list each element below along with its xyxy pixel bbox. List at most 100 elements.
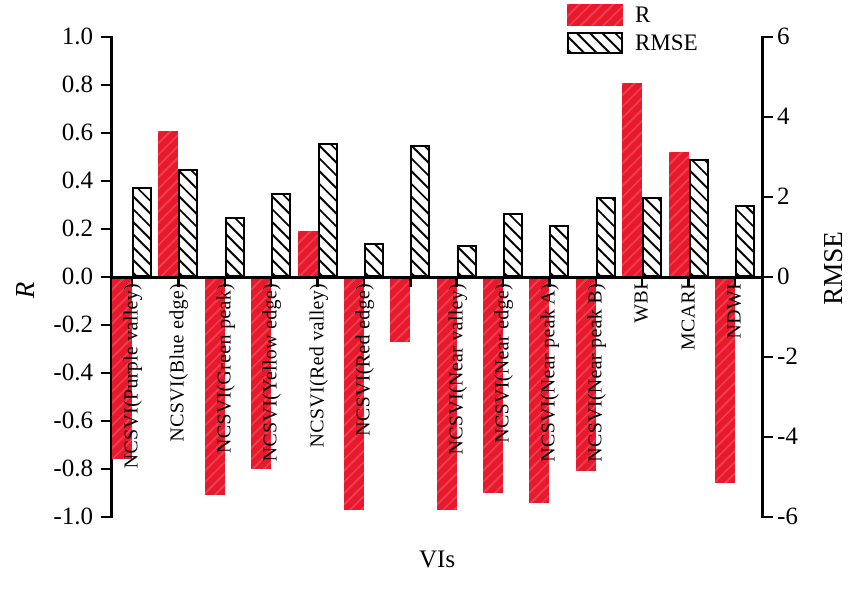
bar-r bbox=[297, 231, 318, 277]
bar-rmse bbox=[363, 243, 384, 277]
y-axis-tick-left bbox=[101, 419, 110, 423]
x-axis-tick-label: NCSVI(Red edge) bbox=[352, 283, 375, 436]
bar-r bbox=[483, 277, 504, 493]
legend-label-r: R bbox=[635, 2, 651, 27]
x-axis-tick bbox=[733, 278, 737, 287]
y-axis-tick-label-left: -0.6 bbox=[53, 407, 93, 434]
x-axis-tick bbox=[223, 278, 227, 287]
x-axis-title: VIs bbox=[418, 546, 456, 573]
y-axis-tick-label-left: 0.4 bbox=[61, 167, 93, 194]
bar-rmse bbox=[410, 145, 431, 277]
x-axis-tick-label: NCSVI(Near peak B) bbox=[584, 283, 607, 462]
bar-r bbox=[343, 277, 364, 510]
y-axis-tick-left bbox=[101, 83, 110, 87]
x-axis-tick bbox=[455, 278, 458, 287]
bar-r bbox=[622, 82, 643, 277]
legend-item-rmse: RMSE bbox=[567, 31, 698, 54]
y-axis-tick-label-left: 0.0 bbox=[61, 263, 93, 290]
x-axis-tick-label: NCSVI(Green peak) bbox=[213, 283, 236, 454]
bar-rmse bbox=[503, 213, 524, 277]
bar-rmse bbox=[688, 159, 709, 277]
bar-rmse bbox=[271, 193, 292, 277]
y-axis-tick-label-right: 4 bbox=[777, 103, 790, 130]
y-axis-tick-right bbox=[764, 355, 773, 359]
y-axis-tick-label-right: -4 bbox=[777, 423, 798, 450]
y-axis-tick-right bbox=[764, 515, 773, 519]
legend-swatch-rmse-icon bbox=[567, 31, 623, 54]
bar-rmse bbox=[456, 245, 477, 277]
x-axis-tick bbox=[640, 278, 644, 287]
y-axis-tick-label-right: -6 bbox=[777, 503, 798, 530]
bar-rmse bbox=[595, 197, 616, 277]
y-axis-tick-left bbox=[101, 227, 110, 231]
x-axis-tick bbox=[130, 278, 134, 287]
bar-r bbox=[436, 277, 457, 510]
bar-r bbox=[529, 277, 550, 503]
right-axis-title: RMSE bbox=[818, 231, 848, 305]
x-axis-tick bbox=[269, 278, 273, 287]
bar-r bbox=[715, 277, 735, 484]
x-axis-tick bbox=[594, 278, 598, 287]
bar-rmse bbox=[317, 143, 338, 277]
x-axis-tick bbox=[687, 278, 690, 287]
y-axis-tick-label-right: 6 bbox=[777, 23, 790, 50]
x-axis-tick bbox=[177, 278, 180, 287]
y-axis-tick-right bbox=[764, 435, 773, 439]
zero-baseline bbox=[110, 276, 763, 279]
legend: R RMSE bbox=[567, 3, 698, 59]
x-axis-tick bbox=[548, 278, 551, 287]
legend-swatch-r-icon bbox=[567, 3, 623, 26]
y-axis-tick-left bbox=[101, 275, 110, 279]
y-axis-tick-label-left: 1.0 bbox=[61, 23, 93, 50]
y-axis-tick-label-left: -0.8 bbox=[53, 455, 93, 482]
x-axis-tick-label: MCARI bbox=[677, 283, 700, 351]
y-axis-tick-label-right: 0 bbox=[777, 263, 790, 290]
x-axis-tick-label: NCSVI(Near edge) bbox=[491, 283, 514, 443]
bar-rmse bbox=[132, 187, 152, 277]
y-axis-tick-label-right: 2 bbox=[777, 183, 790, 210]
bar-rmse bbox=[735, 205, 755, 277]
y-axis-tick-label-left: -0.4 bbox=[53, 359, 93, 386]
y-axis-tick-left bbox=[101, 467, 110, 471]
y-axis-tick-left bbox=[101, 323, 110, 327]
y-axis-tick-left bbox=[101, 179, 110, 183]
y-axis-tick-label-left: -1.0 bbox=[53, 503, 93, 530]
x-axis-tick-label: NCSVI(Blue edge) bbox=[166, 283, 189, 442]
x-axis-tick bbox=[501, 278, 505, 287]
y-axis-tick-label-left: -0.2 bbox=[53, 311, 93, 338]
y-axis-tick-label-left: 0.8 bbox=[61, 71, 93, 98]
legend-label-rmse: RMSE bbox=[635, 30, 698, 55]
y-axis-tick-left bbox=[101, 35, 110, 39]
y-axis-tick-left bbox=[101, 131, 110, 135]
bar-r bbox=[575, 277, 596, 472]
bar-r bbox=[204, 277, 225, 496]
y-axis-tick-label-left: 0.2 bbox=[61, 215, 93, 242]
bar-r bbox=[668, 152, 689, 277]
y-axis-tick-label-left: 0.6 bbox=[61, 119, 93, 146]
bar-r bbox=[390, 277, 411, 342]
x-axis-tick-label: NCSVI(Near peak A) bbox=[537, 283, 560, 462]
bar-r bbox=[251, 277, 272, 469]
x-axis-tick-label: NDWI bbox=[723, 283, 746, 339]
y-axis-tick-left bbox=[101, 515, 110, 519]
y-axis-tick-right bbox=[764, 35, 773, 39]
y-axis-tick-right bbox=[764, 275, 773, 279]
bar-rmse bbox=[549, 225, 570, 277]
left-axis-title: R bbox=[10, 281, 40, 299]
x-axis-tick bbox=[362, 278, 366, 287]
x-axis-tick-label: NCSVI(Yellow edge) bbox=[259, 283, 282, 462]
x-axis-tick-label: NCSVI(Purple valley) bbox=[120, 283, 143, 469]
x-axis-tick-label: NCSVI(Near valley) bbox=[445, 283, 468, 455]
bar-r bbox=[158, 130, 179, 277]
y-axis-tick-right bbox=[764, 195, 773, 199]
bar-rmse bbox=[642, 197, 663, 277]
x-axis-tick bbox=[409, 278, 412, 287]
bar-rmse bbox=[224, 217, 245, 277]
y-axis-tick-right bbox=[764, 115, 773, 119]
x-axis-tick bbox=[316, 278, 319, 287]
bar-r bbox=[112, 277, 132, 460]
y-axis-tick-left bbox=[101, 371, 110, 375]
x-axis-tick-label: WBI bbox=[630, 283, 653, 323]
bar-rmse bbox=[178, 169, 199, 277]
